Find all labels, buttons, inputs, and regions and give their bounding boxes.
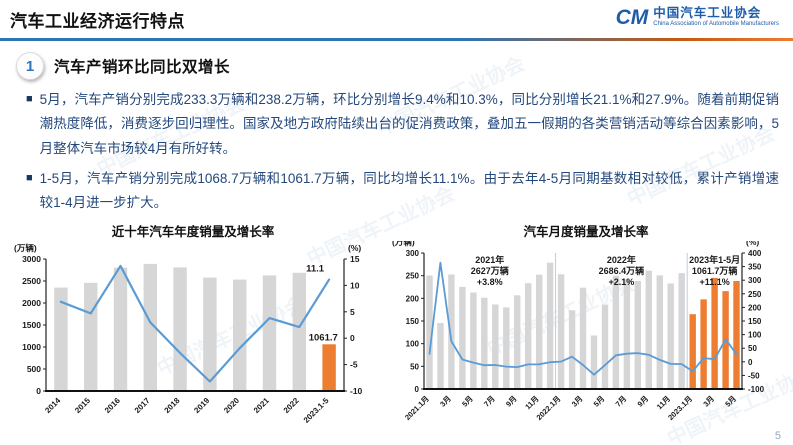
svg-text:2020: 2020 (222, 396, 241, 415)
svg-text:2023.1-5: 2023.1-5 (302, 396, 331, 425)
svg-text:300: 300 (406, 249, 420, 258)
header: 汽车工业经济运行特点 CM 中国汽车工业协会 China Association… (0, 0, 793, 38)
svg-text:5: 5 (350, 307, 355, 317)
svg-text:100: 100 (748, 331, 762, 340)
svg-text:11月: 11月 (523, 395, 540, 412)
svg-text:5月: 5月 (723, 395, 738, 410)
svg-text:2022: 2022 (282, 396, 301, 415)
caam-logo-icon: CM (615, 6, 649, 29)
svg-text:50: 50 (410, 363, 419, 372)
svg-text:10: 10 (350, 281, 360, 291)
svg-text:3月: 3月 (438, 395, 453, 410)
svg-text:2022.1月: 2022.1月 (535, 395, 563, 423)
annual-sales-chart: 近十年汽车年度销量及增长率 0 500 1000 1500 2000 2500 3000 -1… (0, 221, 386, 434)
svg-text:11.1: 11.1 (306, 264, 325, 275)
bullet-square-icon: ■ (26, 93, 33, 105)
svg-text:2014: 2014 (43, 396, 62, 415)
svg-text:(万辆): (万辆) (392, 241, 415, 247)
svg-text:9月: 9月 (636, 395, 651, 410)
svg-text:-100: -100 (748, 385, 765, 394)
svg-text:-50: -50 (748, 372, 760, 381)
svg-text:5月: 5月 (460, 395, 475, 410)
svg-text:3月: 3月 (570, 395, 585, 410)
svg-text:+3.8%: +3.8% (477, 277, 503, 287)
caam-logo: CM 中国汽车工业协会 China Association of Automob… (616, 7, 779, 28)
svg-text:2017: 2017 (133, 396, 152, 415)
monthly-sales-chart-canvas: 0 50 100 150 200 250 300 -100 -50 0 50 100 150 200 250… (392, 237, 765, 423)
svg-text:1500: 1500 (22, 320, 41, 330)
svg-text:100: 100 (406, 340, 420, 349)
svg-text:1000: 1000 (22, 342, 41, 352)
svg-text:250: 250 (748, 290, 762, 299)
svg-text:(%): (%) (348, 243, 361, 253)
svg-text:2000: 2000 (22, 298, 41, 308)
svg-text:150: 150 (406, 317, 420, 326)
bullet-square-icon: ■ (26, 171, 33, 184)
svg-text:0: 0 (748, 358, 753, 367)
svg-text:350: 350 (748, 263, 762, 272)
svg-text:-10: -10 (350, 386, 363, 396)
svg-text:500: 500 (27, 364, 41, 374)
svg-text:0: 0 (36, 386, 41, 396)
svg-text:(万辆): (万辆) (14, 243, 37, 253)
svg-text:2627万辆: 2627万辆 (471, 265, 509, 276)
svg-text:2500: 2500 (22, 276, 41, 286)
page-number: 5 (774, 430, 781, 442)
svg-text:7月: 7月 (482, 395, 497, 410)
monthly-chart-title: 汽车月度销量及增长率 (523, 225, 649, 240)
bullet-item: ■ 5月，汽车产销分别完成233.3万辆和238.2万辆，环比分别增长9.4%和… (26, 88, 779, 161)
svg-text:2015: 2015 (73, 396, 92, 415)
annual-sales-chart-canvas: 0 500 1000 1500 2000 2500 3000 -10 -5 0 5 10 15 2014 2… (14, 243, 363, 425)
svg-text:300: 300 (748, 277, 762, 286)
svg-text:0: 0 (350, 334, 355, 344)
svg-text:2016: 2016 (103, 396, 122, 415)
svg-text:+11.1%: +11.1% (699, 277, 729, 287)
svg-text:2019: 2019 (192, 396, 211, 415)
svg-text:-5: -5 (350, 360, 358, 370)
svg-text:2686.4万辆: 2686.4万辆 (599, 265, 645, 276)
svg-text:200: 200 (406, 295, 420, 304)
svg-text:150: 150 (748, 317, 762, 326)
svg-text:250: 250 (406, 272, 420, 281)
svg-text:2021年: 2021年 (475, 254, 504, 265)
svg-text:2021: 2021 (252, 396, 271, 415)
svg-text:(%): (%) (746, 241, 759, 247)
svg-text:2022年: 2022年 (607, 254, 636, 265)
section-title: 汽车产销环比同比双增长 (54, 59, 231, 76)
annual-chart-title: 近十年汽车年度销量及增长率 (111, 225, 275, 240)
bullet-text: 1-5月，汽车产销分别完成1068.7万辆和1061.7万辆，同比均增长11.1… (39, 170, 779, 211)
bullet-list: ■ 5月，汽车产销分别完成233.3万辆和238.2万辆，环比分别增长9.4%和… (26, 88, 779, 215)
svg-text:9月: 9月 (504, 395, 519, 410)
logo-name-en: China Association of Automobile Manufact… (653, 21, 779, 28)
page-title: 汽车工业经济运行特点 (10, 12, 185, 31)
svg-text:5月: 5月 (592, 395, 607, 410)
svg-text:2023.1月: 2023.1月 (666, 395, 694, 423)
title-divider (0, 38, 793, 41)
logo-name-cn: 中国汽车工业协会 (653, 6, 762, 21)
section-number-badge: 1 (16, 52, 44, 80)
svg-text:3月: 3月 (701, 395, 716, 410)
svg-text:1061.7: 1061.7 (309, 333, 338, 344)
svg-text:+2.1%: +2.1% (608, 277, 634, 287)
svg-text:3000: 3000 (22, 254, 41, 264)
svg-text:7月: 7月 (614, 395, 629, 410)
monthly-sales-chart: 汽车月度销量及增长率 0 50 100 150 200 250 300 -100 -50 0 50 1… (386, 221, 786, 434)
section-header: 1 汽车产销环比同比双增长 (16, 52, 793, 80)
svg-text:15: 15 (350, 254, 360, 264)
svg-text:2021.1月: 2021.1月 (403, 395, 431, 423)
svg-text:0: 0 (415, 385, 420, 394)
svg-text:2023年1-5月: 2023年1-5月 (689, 254, 740, 265)
svg-text:11月: 11月 (655, 395, 672, 412)
svg-text:200: 200 (748, 304, 762, 313)
svg-text:2018: 2018 (163, 396, 182, 415)
svg-text:400: 400 (748, 249, 762, 258)
charts-row: 近十年汽车年度销量及增长率 0 500 1000 1500 2000 2500 3000 -1… (0, 221, 793, 434)
svg-text:1061.7万辆: 1061.7万辆 (692, 265, 738, 276)
svg-text:50: 50 (748, 345, 757, 354)
bullet-text: 5月，汽车产销分别完成233.3万辆和238.2万辆，环比分别增长9.4%和10… (39, 92, 779, 156)
bullet-item: ■ 1-5月，汽车产销分别完成1068.7万辆和1061.7万辆，同比均增长11… (26, 167, 779, 216)
